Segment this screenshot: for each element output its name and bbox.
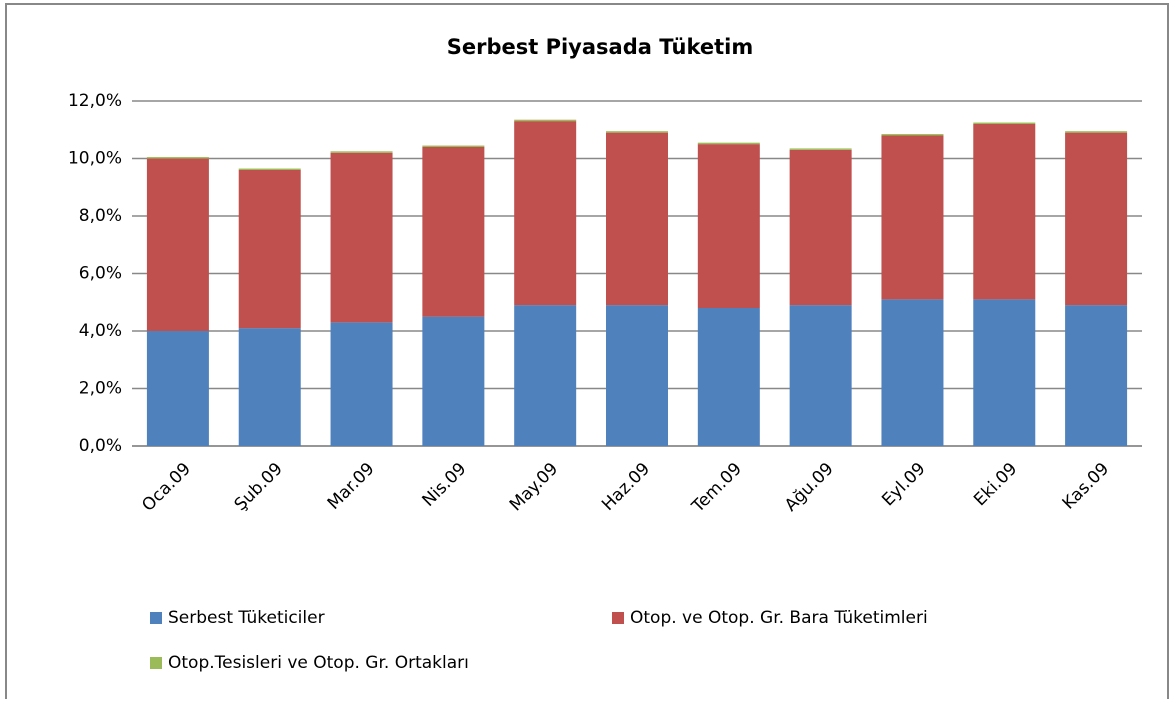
legend-swatch (150, 612, 162, 624)
bar-segment (422, 316, 485, 446)
y-tick-label: 12,0% (68, 91, 122, 111)
bar-segment (146, 331, 209, 446)
y-tick-label: 6,0% (79, 264, 122, 284)
y-tick-label: 8,0% (79, 206, 122, 226)
bar-segment (330, 322, 393, 446)
bar-segment (1065, 131, 1128, 133)
legend-label: Otop.Tesisleri ve Otop. Gr. Ortakları (168, 653, 469, 673)
bar-segment (238, 328, 301, 446)
bar-segment (973, 299, 1036, 446)
bar-segment (973, 124, 1036, 300)
bar-segment (697, 142, 760, 145)
y-tick-label: 10,0% (68, 149, 122, 169)
bar-segment (789, 305, 852, 446)
legend-label: Otop. ve Otop. Gr. Bara Tüketimleri (630, 608, 928, 628)
y-tick-label: 0,0% (79, 436, 122, 456)
bar-segment (146, 157, 209, 159)
bar-segment (422, 145, 485, 147)
legend-swatch (612, 612, 624, 624)
bar-segment (514, 121, 577, 306)
bar-segment (881, 299, 944, 446)
bar-segment (606, 132, 668, 306)
bar-segment (1065, 305, 1128, 446)
bar-segment (606, 131, 668, 133)
bar-segment (238, 170, 301, 329)
chart-title: Serbest Piyasada Tüketim (447, 35, 754, 59)
bar-segment (789, 149, 852, 306)
legend-label: Serbest Tüketiciler (168, 608, 325, 628)
bar-segment (514, 119, 577, 122)
bar-segment (606, 305, 668, 446)
bar-segment (697, 308, 760, 446)
y-tick-label: 4,0% (79, 321, 122, 341)
bar-segment (1065, 132, 1128, 306)
bar-segment (146, 158, 209, 331)
legend-swatch (150, 657, 162, 669)
bar-segment (514, 305, 577, 446)
bar-segment (330, 151, 393, 153)
bar-segment (238, 168, 301, 170)
bar-segment (422, 147, 485, 317)
bar-segment (881, 135, 944, 300)
bar-segment (330, 152, 393, 323)
bar-segment (697, 144, 760, 308)
bar-segment (789, 148, 852, 150)
bar-segment (973, 122, 1036, 124)
y-tick-label: 2,0% (79, 379, 122, 399)
bar-segment (881, 134, 944, 136)
